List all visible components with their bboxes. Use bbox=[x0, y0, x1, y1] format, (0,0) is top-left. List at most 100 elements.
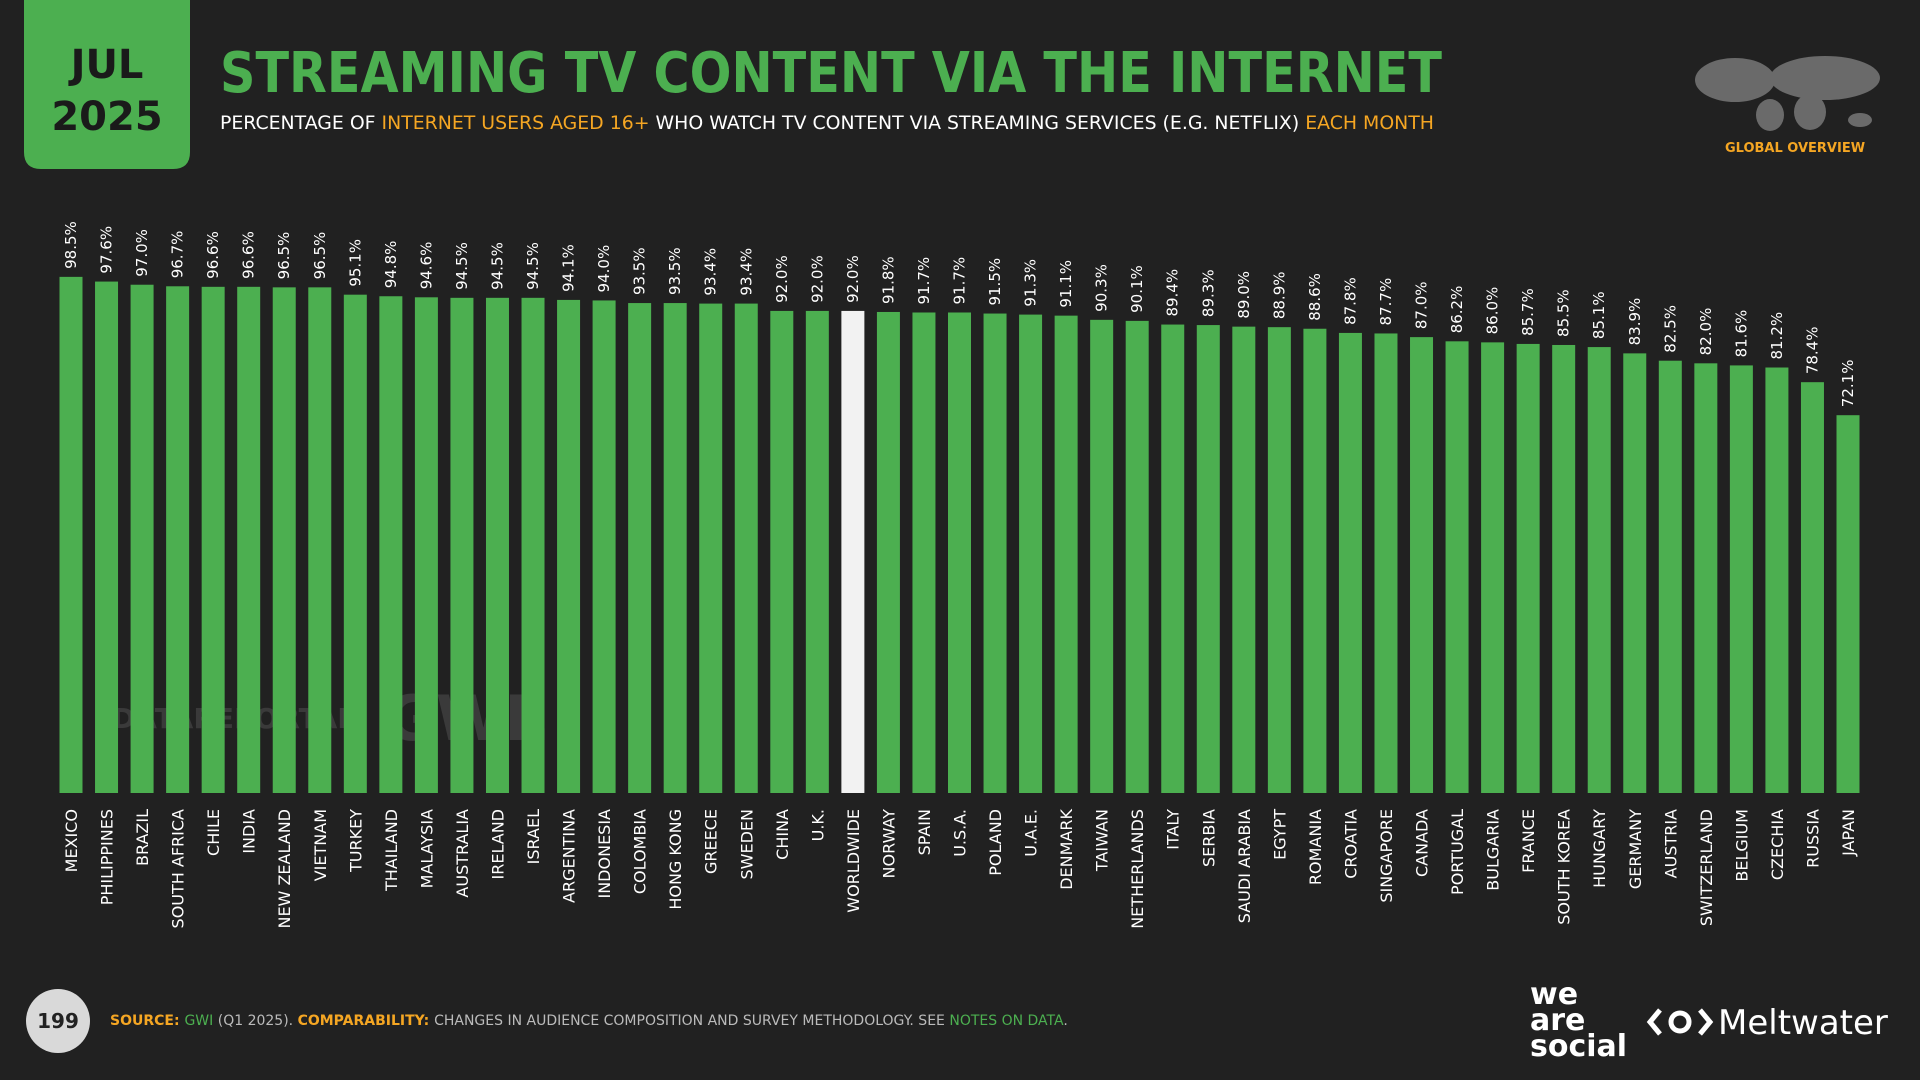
value-label: 89.4% bbox=[1164, 269, 1182, 317]
category-label: MALAYSIA bbox=[417, 809, 436, 888]
subtitle: PERCENTAGE OF INTERNET USERS AGED 16+ WH… bbox=[220, 112, 1434, 134]
category-label: COLOMBIA bbox=[631, 809, 650, 894]
category-label: CZECHIA bbox=[1768, 809, 1787, 880]
bar bbox=[1765, 367, 1789, 793]
value-label: 94.5% bbox=[453, 242, 471, 290]
bar bbox=[1232, 326, 1256, 793]
bar bbox=[1267, 327, 1291, 793]
category-label: SWITZERLAND bbox=[1697, 809, 1716, 926]
value-label: 91.7% bbox=[951, 257, 969, 305]
value-label: 85.7% bbox=[1519, 288, 1537, 336]
category-label: SINGAPORE bbox=[1377, 809, 1396, 903]
bar bbox=[1125, 320, 1149, 793]
category-label: WORLDWIDE bbox=[844, 809, 863, 913]
category-label: MEXICO bbox=[62, 809, 81, 872]
bar bbox=[1836, 415, 1860, 793]
value-label: 82.0% bbox=[1697, 308, 1715, 356]
category-label: INDIA bbox=[240, 809, 259, 854]
value-label: 87.8% bbox=[1341, 277, 1359, 325]
category-label: VIETNAM bbox=[311, 809, 330, 881]
category-label: RUSSIA bbox=[1803, 809, 1822, 868]
logo-text: Meltwater bbox=[1718, 1003, 1888, 1043]
bar bbox=[663, 303, 687, 793]
category-label: NORWAY bbox=[879, 809, 898, 879]
text-segment: (Q1 2025). bbox=[213, 1013, 297, 1029]
chart: 98.5% MEXICO 97.6% PHILIPPINES 97.0% BRAZIL 96… bbox=[59, 221, 1860, 929]
value-label: 86.0% bbox=[1484, 287, 1502, 335]
bar bbox=[521, 297, 545, 793]
value-label: 94.0% bbox=[595, 245, 613, 293]
page-number: 199 bbox=[37, 1009, 79, 1033]
category-label: GERMANY bbox=[1626, 809, 1645, 889]
bar bbox=[557, 299, 581, 793]
bar bbox=[1658, 360, 1682, 793]
text-segment: EACH MONTH bbox=[1305, 112, 1434, 134]
bar bbox=[1090, 319, 1114, 793]
text-segment: GWI bbox=[184, 1013, 213, 1029]
date-year: 2025 bbox=[51, 94, 162, 140]
value-label: 96.6% bbox=[204, 231, 222, 279]
value-label: 88.9% bbox=[1270, 272, 1288, 320]
bar bbox=[95, 281, 119, 793]
bar bbox=[272, 287, 296, 793]
value-label: 96.5% bbox=[311, 232, 329, 280]
value-label: 89.3% bbox=[1199, 269, 1217, 317]
value-label: 83.9% bbox=[1626, 298, 1644, 346]
value-label: 78.4% bbox=[1803, 327, 1821, 375]
category-label: PORTUGAL bbox=[1448, 809, 1467, 895]
value-label: 81.2% bbox=[1768, 312, 1786, 360]
value-label: 92.0% bbox=[808, 255, 826, 303]
bar bbox=[1481, 342, 1505, 793]
value-label: 93.4% bbox=[702, 248, 720, 296]
bar bbox=[1161, 324, 1185, 793]
value-label: 96.6% bbox=[240, 231, 258, 279]
bar bbox=[1054, 315, 1078, 793]
text-segment: NOTES ON DATA bbox=[949, 1013, 1064, 1029]
meltwater-icon bbox=[1646, 1008, 1714, 1036]
bar bbox=[201, 286, 225, 793]
value-label: 94.5% bbox=[524, 242, 542, 290]
value-label: 94.5% bbox=[488, 242, 506, 290]
text-segment: . bbox=[1063, 1013, 1067, 1029]
badge: GLOBAL OVERVIEW bbox=[1725, 141, 1865, 156]
value-label: 91.7% bbox=[915, 257, 933, 305]
value-label: 85.5% bbox=[1555, 289, 1573, 337]
bar bbox=[130, 284, 154, 793]
logo-text: we bbox=[1530, 977, 1578, 1012]
category-label: PHILIPPINES bbox=[98, 809, 117, 905]
value-label: 93.5% bbox=[631, 247, 649, 295]
value-label: 94.1% bbox=[560, 244, 578, 292]
logo-text: are bbox=[1530, 1003, 1585, 1038]
text-segment: COMPARABILITY: bbox=[298, 1013, 435, 1029]
value-label: 96.5% bbox=[275, 232, 293, 280]
value-label: 92.0% bbox=[773, 255, 791, 303]
category-label: EGYPT bbox=[1270, 809, 1289, 860]
value-label: 92.0% bbox=[844, 255, 862, 303]
value-label: 98.5% bbox=[62, 221, 80, 269]
bar bbox=[308, 287, 332, 793]
category-label: U.A.E. bbox=[1022, 809, 1041, 857]
category-label: CHILE bbox=[204, 809, 223, 856]
bar bbox=[1587, 347, 1611, 793]
category-label: POLAND bbox=[986, 809, 1005, 876]
value-label: 72.1% bbox=[1839, 360, 1857, 408]
bar bbox=[805, 310, 829, 793]
bar bbox=[912, 312, 936, 793]
bar bbox=[1694, 363, 1718, 793]
category-label: HUNGARY bbox=[1590, 809, 1609, 888]
category-label: BELGIUM bbox=[1732, 809, 1751, 882]
bar bbox=[1196, 325, 1220, 793]
text-segment: WHO WATCH TV CONTENT VIA STREAMING SERVI… bbox=[650, 112, 1306, 134]
category-label: SPAIN bbox=[915, 809, 934, 855]
value-label: 91.5% bbox=[986, 258, 1004, 306]
value-label: 91.1% bbox=[1057, 260, 1075, 308]
category-label: IRELAND bbox=[488, 809, 507, 879]
value-label: 90.1% bbox=[1128, 265, 1146, 313]
category-label: U.S.A. bbox=[951, 809, 970, 857]
bar bbox=[841, 310, 865, 793]
bar bbox=[1019, 314, 1043, 793]
bar bbox=[948, 312, 971, 793]
bar bbox=[166, 286, 190, 793]
bar bbox=[1516, 343, 1540, 793]
bar bbox=[1800, 382, 1824, 793]
